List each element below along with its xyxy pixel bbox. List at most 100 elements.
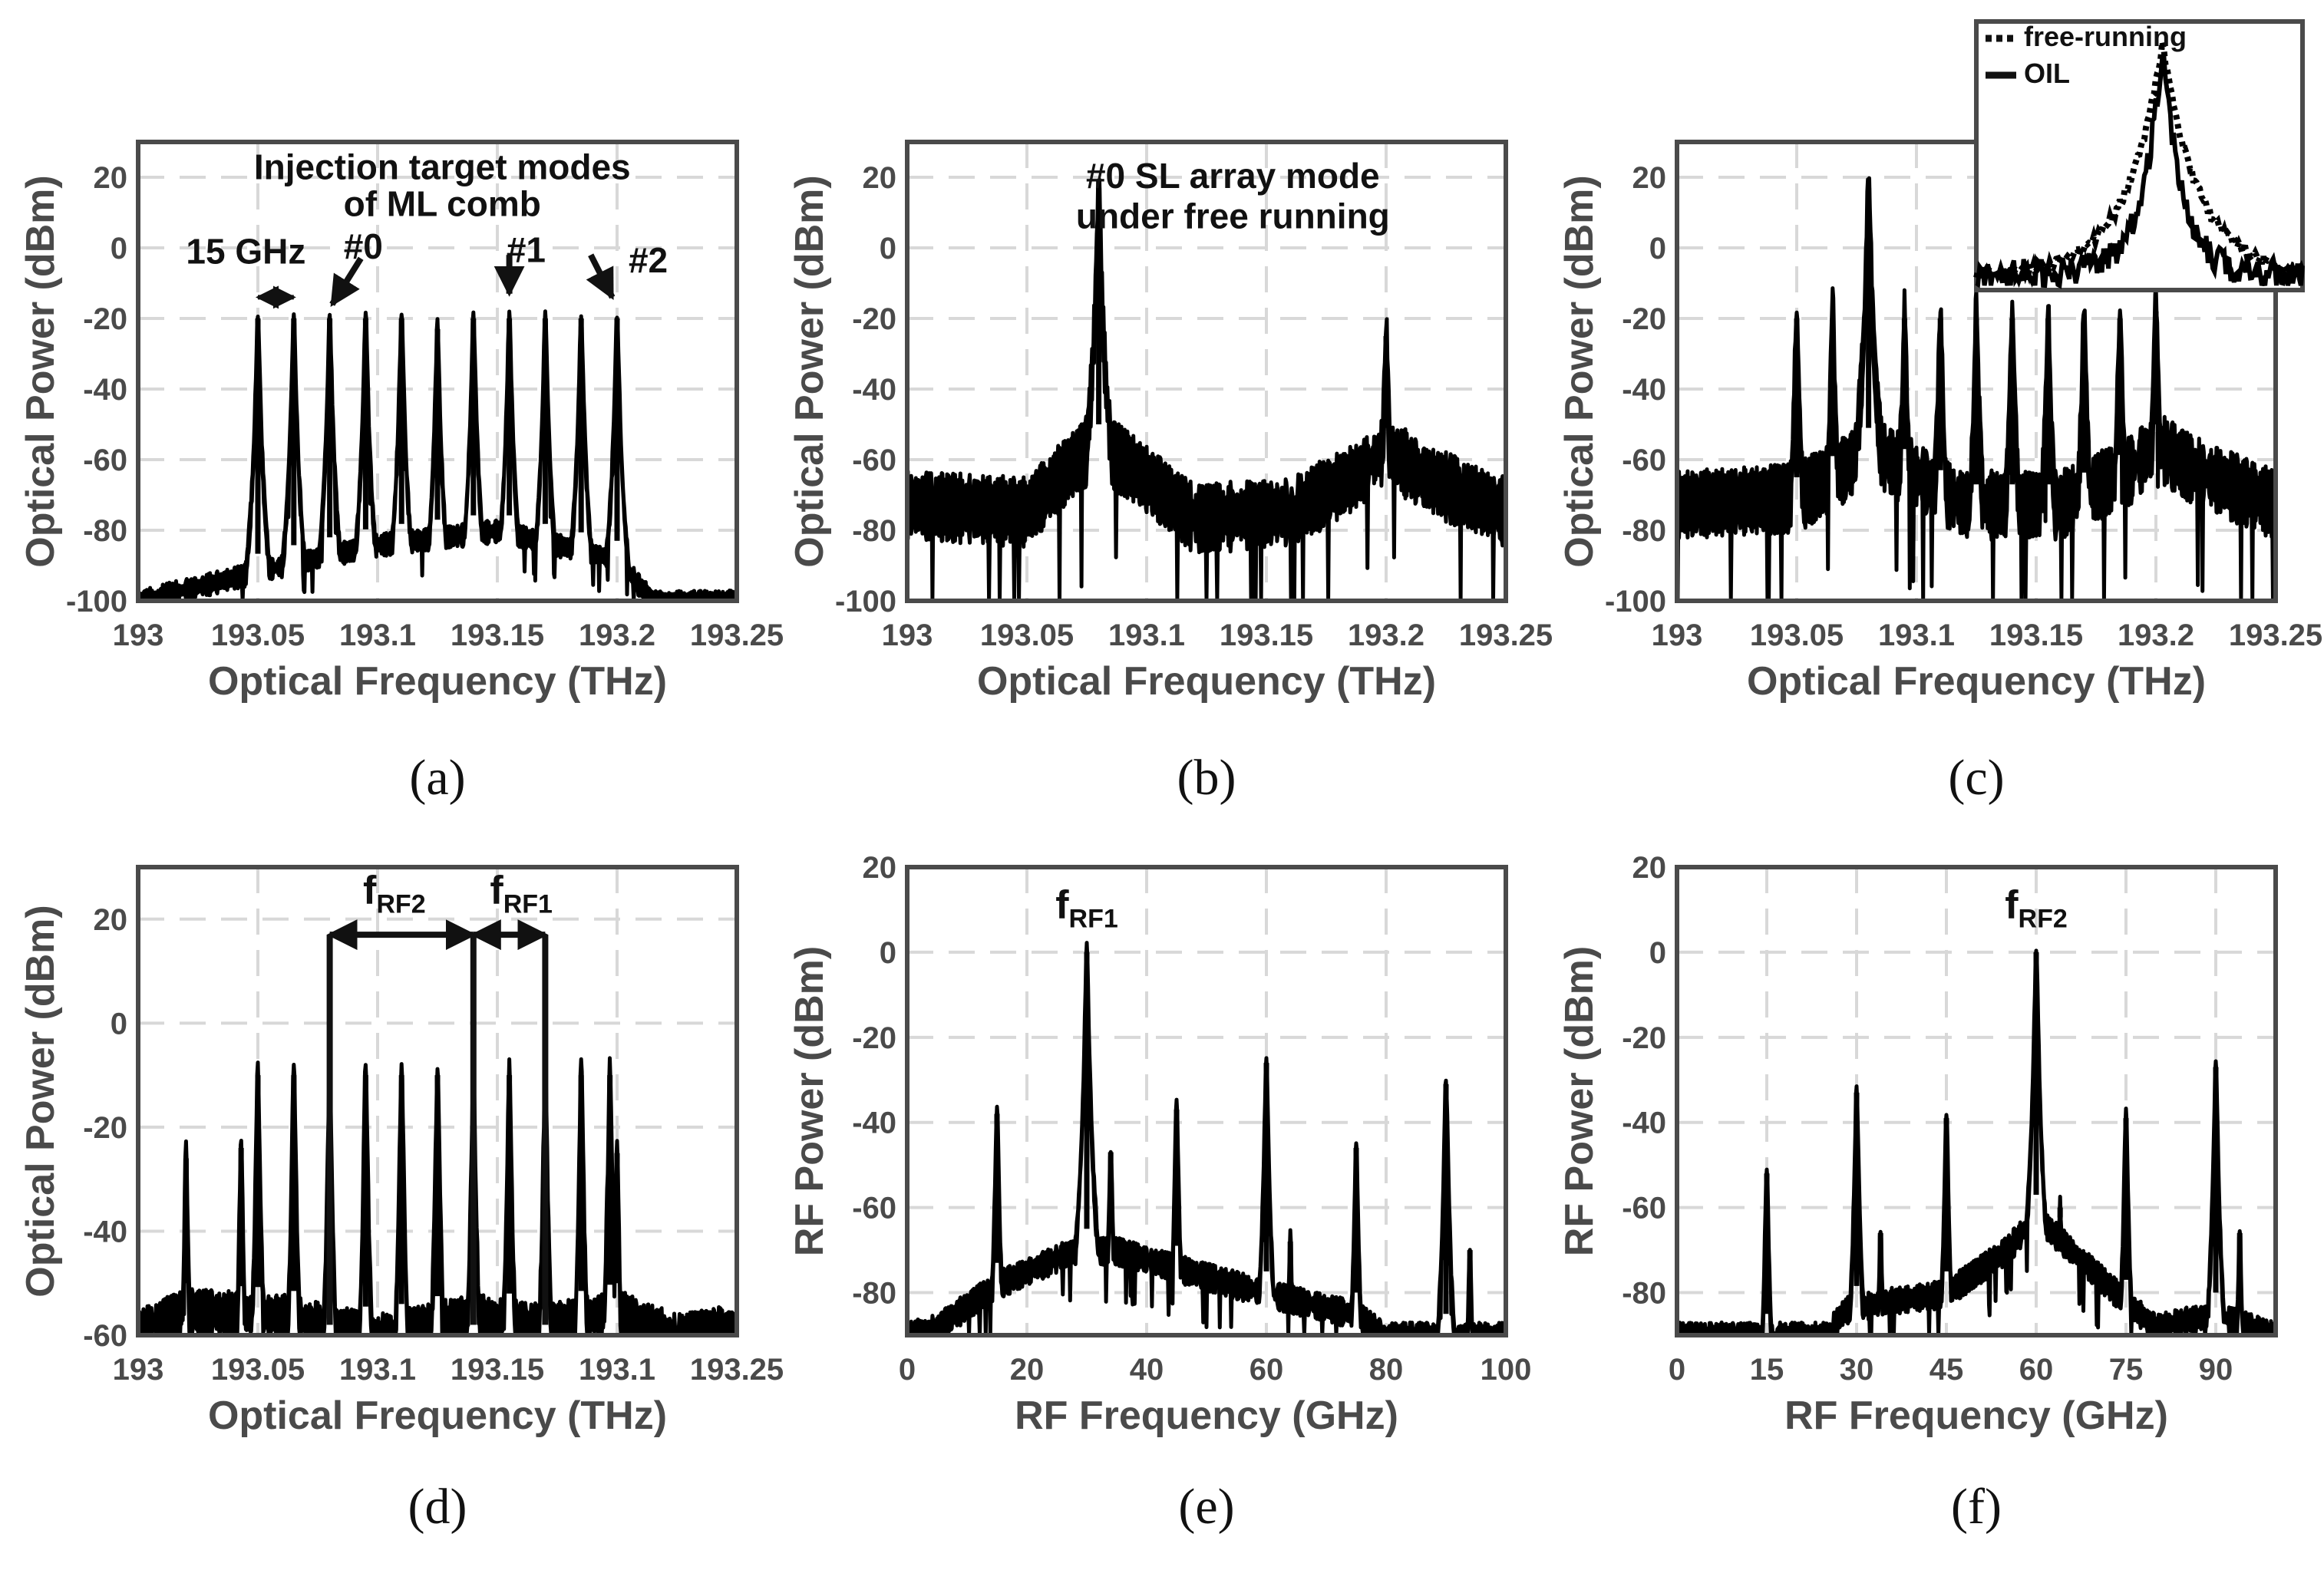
annotation-text: fRF1 [490,868,553,919]
xtick-label: 193.25 [690,1353,784,1387]
xtick-label: 45 [1930,1353,1964,1387]
ytick-label: -80 [852,1277,896,1311]
xtick-label: 193.15 [451,618,544,652]
panel-caption: (f) [1951,1479,2002,1535]
xtick-label: 193.2 [1348,618,1424,652]
x-axis-label: RF Frequency (GHz) [1015,1394,1398,1438]
annotation-text: #0 SL array mode [1086,156,1380,196]
annotation-text: fRF1 [1055,883,1118,934]
ytick-label: -80 [852,514,896,548]
x-axis-label: Optical Frequency (THz) [208,1394,667,1438]
panel-caption: (a) [409,750,465,806]
ytick-label: -40 [852,1107,896,1140]
chart-panel-b: 193 193.05 193.1 193.15 193.2 193.25 -100 -80 -6… [787,140,1553,806]
ytick-label: 0 [111,232,127,266]
xtick-label: 193.15 [1989,618,2083,652]
ytick-label: -60 [83,444,127,477]
ytick-label: -20 [1622,1021,1666,1055]
xtick-label: 20 [1010,1353,1045,1387]
ytick-label: -20 [1622,302,1666,336]
ytick-label: -80 [83,514,127,548]
xtick-label: 100 [1481,1353,1532,1387]
ytick-label: -100 [835,585,896,618]
ytick-label: 20 [1632,851,1667,885]
xtick-label: 30 [1840,1353,1874,1387]
panel-caption: (d) [408,1479,467,1535]
xtick-label: 75 [2109,1353,2144,1387]
ytick-label: -20 [852,302,896,336]
xtick-label: 193.05 [1750,618,1844,652]
ytick-label: 20 [863,161,897,195]
ytick-label: -40 [852,373,896,407]
xtick-label: 80 [1369,1353,1404,1387]
xtick-label: 193.25 [690,618,784,652]
x-axis-label: RF Frequency (GHz) [1784,1394,2168,1438]
x-axis-label: Optical Frequency (THz) [208,659,667,704]
x-axis-label: Optical Frequency (THz) [1747,659,2206,704]
xtick-label: 193.1 [339,618,416,652]
annotation-arrow [329,256,364,307]
axes-frame [905,865,1508,1337]
ytick-label: 0 [880,232,896,266]
ytick-label: -60 [852,444,896,477]
inset-plot: free-running OIL [1973,19,2306,292]
xtick-label: 193.1 [339,1353,416,1387]
ytick-label: -60 [1622,1192,1666,1225]
xtick-label: 193.25 [2229,618,2322,652]
inset-legend-label: OIL [2024,58,2070,89]
y-axis-label: RF Power (dBm) [787,946,832,1256]
ytick-label: 0 [880,936,896,970]
ytick-label: -60 [852,1192,896,1225]
panel-caption: (b) [1177,750,1236,806]
inset-series-free-running [1973,41,2306,285]
annotation-text: #2 [629,240,668,280]
ytick-label: -40 [1622,373,1666,407]
ytick-label: 0 [111,1007,127,1041]
xtick-label: 90 [2199,1353,2233,1387]
xtick-label: 193.15 [451,1353,544,1387]
xtick-label: 40 [1130,1353,1164,1387]
xtick-label: 193.1 [1878,618,1955,652]
xtick-label: 193 [113,1353,164,1387]
annotation-text: under free running [1076,196,1390,236]
annotation-text: of ML comb [344,184,541,224]
xtick-label: 0 [899,1353,916,1387]
xtick-label: 193 [882,618,933,652]
y-axis-label: Optical Power (dBm) [18,905,63,1297]
ytick-label: -40 [1622,1107,1666,1140]
ytick-label: 0 [1649,232,1666,266]
inset-legend-label: free-running [2024,21,2187,52]
xtick-label: 0 [1669,1353,1685,1387]
chart-panel-d: 193 193.05 193.1 193.15 193.1 193.25 -60 -40 -20… [18,865,784,1535]
y-axis-label: Optical Power (dBm) [1557,175,1602,567]
xtick-label: 193 [1652,618,1703,652]
ytick-label: -80 [1622,1277,1666,1311]
xtick-label: 193.05 [211,1353,305,1387]
xtick-label: 193.1 [579,1353,655,1387]
ytick-label: -20 [852,1021,896,1055]
xtick-label: 193.2 [579,618,655,652]
axes-frame [1675,865,2278,1337]
ytick-label: -80 [1622,514,1666,548]
chart-panel-e: 0 20 40 60 80 100 -80 -60 -40 -20 0 20 RF Frequency … [787,851,1531,1535]
y-axis-label: Optical Power (dBm) [787,175,832,567]
ytick-label: -20 [83,302,127,336]
ytick-label: -100 [1605,585,1666,618]
xtick-label: 193.25 [1459,618,1553,652]
ytick-label: 20 [1632,161,1667,195]
ytick-label: -20 [83,1111,127,1145]
panel-caption: (c) [1948,750,2004,806]
annotation-text: fRF2 [2005,883,2068,934]
panel-caption: (e) [1178,1479,1234,1535]
ytick-label: 0 [1649,936,1666,970]
chart-panel-f: 0 15 30 45 60 75 90 -80 -60 -40 -20 0 20 RF Frequency… [1557,851,2278,1535]
axes-frame [136,140,739,603]
axes-frame [136,865,739,1337]
ytick-label: -60 [1622,444,1666,477]
ytick-label: 20 [94,161,128,195]
panels: 193 193.05 193.1 193.15 193.2 193.25 -100 -80 -6… [18,19,2322,1535]
ytick-label: 20 [94,903,128,937]
xtick-label: 15 [1750,1353,1784,1387]
y-axis-label: Optical Power (dBm) [18,175,63,567]
